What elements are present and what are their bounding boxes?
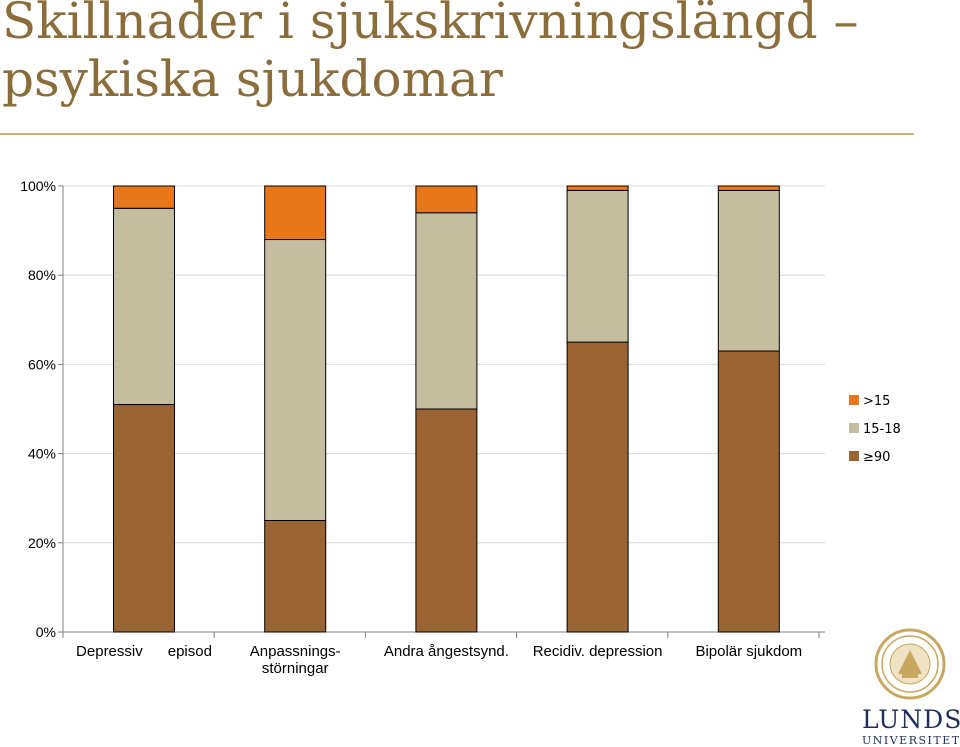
- bar-segment: [717, 185, 780, 191]
- legend-label: >15: [863, 394, 890, 409]
- lund-university-logo: LUNDS UNIVERSITET: [862, 706, 960, 747]
- slide-title: Skillnader i sjukskrivningslängd – psyki…: [2, 0, 859, 108]
- lund-university-seal-icon: [874, 628, 946, 700]
- x-tick-label: Depressiv episod: [76, 643, 212, 660]
- bar-segment: [415, 408, 478, 633]
- bar-segment: [566, 185, 629, 191]
- bar-segment: [415, 185, 478, 214]
- bar-segment: [264, 520, 327, 633]
- x-tick-label: Recidiv. depression: [533, 643, 663, 660]
- legend-swatch: [849, 451, 859, 461]
- bar-segment: [717, 350, 780, 633]
- legend-swatch: [849, 423, 859, 433]
- legend-label: 15-18: [863, 422, 901, 437]
- bar-segment: [113, 404, 175, 633]
- bar-segment: [566, 189, 629, 343]
- legend-label: ≥90: [863, 450, 890, 465]
- stacked-bar-chart: 0% 20% 40% 60% 80% 100% Depressiv episod Anpass…: [20, 178, 901, 677]
- y-tick-label: 20%: [28, 535, 56, 551]
- logo-name: LUNDS: [862, 705, 960, 734]
- x-tick-label: Anpassnings-: [250, 643, 341, 660]
- bar-segment: [113, 185, 175, 209]
- x-tick-label: Andra ångestsynd.: [384, 643, 509, 660]
- y-tick-label: 40%: [28, 446, 56, 462]
- title-underline: [0, 133, 914, 135]
- x-tick-label: Bipolär sjukdom: [695, 643, 802, 660]
- logo-subtitle: UNIVERSITET: [862, 734, 960, 747]
- y-tick-label: 80%: [28, 267, 56, 283]
- bar-segment: [264, 185, 327, 241]
- bar-segment: [717, 189, 780, 352]
- bar-segment: [264, 239, 327, 522]
- bar-segment: [415, 212, 478, 410]
- legend-swatch: [849, 395, 859, 405]
- bar-segment: [566, 341, 629, 633]
- x-tick-label: störningar: [262, 660, 329, 677]
- bar-segment: [113, 207, 175, 406]
- y-tick-label: 100%: [20, 178, 56, 194]
- y-tick-label: 0%: [36, 624, 56, 640]
- y-tick-label: 60%: [28, 356, 56, 372]
